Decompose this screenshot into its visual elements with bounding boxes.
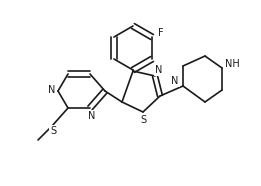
Text: NH: NH xyxy=(225,59,239,69)
Text: N: N xyxy=(171,76,179,86)
Text: S: S xyxy=(50,126,56,136)
Text: N: N xyxy=(48,85,56,95)
Text: F: F xyxy=(158,28,164,38)
Text: S: S xyxy=(140,115,146,125)
Text: N: N xyxy=(88,111,96,121)
Text: N: N xyxy=(155,65,163,75)
